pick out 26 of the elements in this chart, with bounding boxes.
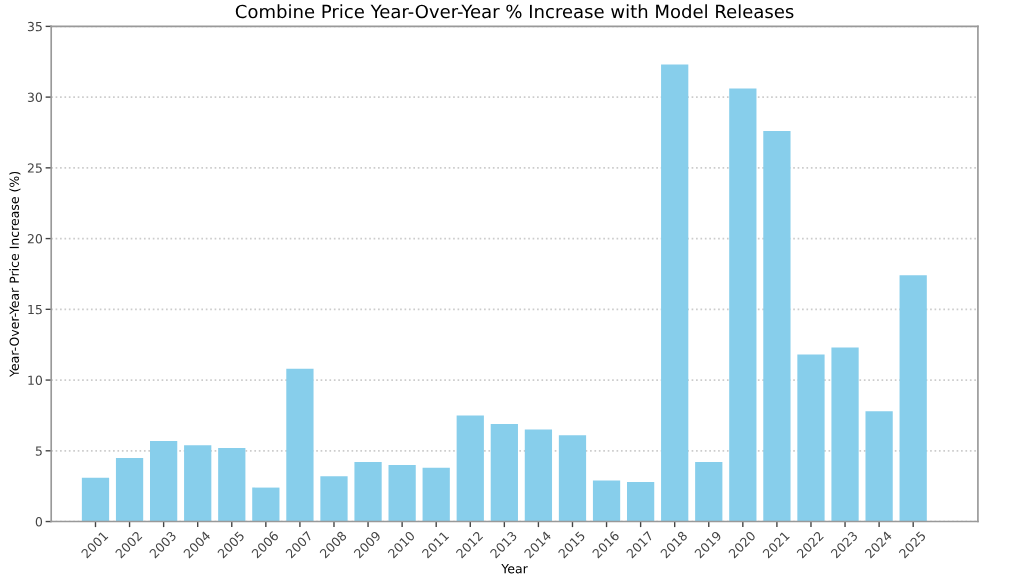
bar bbox=[865, 411, 893, 522]
bar bbox=[286, 368, 314, 522]
bar bbox=[422, 467, 450, 522]
bar bbox=[320, 476, 348, 522]
bar bbox=[115, 457, 144, 522]
bar bbox=[252, 487, 280, 522]
bar bbox=[558, 435, 587, 522]
bar bbox=[456, 415, 484, 522]
bar bbox=[797, 354, 825, 522]
bar bbox=[218, 447, 246, 522]
bar bbox=[184, 445, 212, 522]
bar bbox=[695, 462, 723, 522]
bar bbox=[388, 464, 416, 522]
bar bbox=[661, 64, 689, 522]
bar bbox=[831, 347, 859, 522]
bar bbox=[490, 423, 518, 522]
bar bbox=[729, 88, 757, 522]
bar bbox=[763, 131, 791, 522]
bar bbox=[592, 480, 621, 522]
bar bbox=[81, 477, 110, 522]
bar bbox=[899, 275, 927, 522]
bar bbox=[626, 481, 655, 522]
bar bbox=[354, 462, 382, 522]
chart-title: Combine Price Year-Over-Year % Increase with Model Releases bbox=[235, 4, 794, 19]
bar bbox=[524, 429, 553, 522]
bar bbox=[150, 440, 178, 522]
